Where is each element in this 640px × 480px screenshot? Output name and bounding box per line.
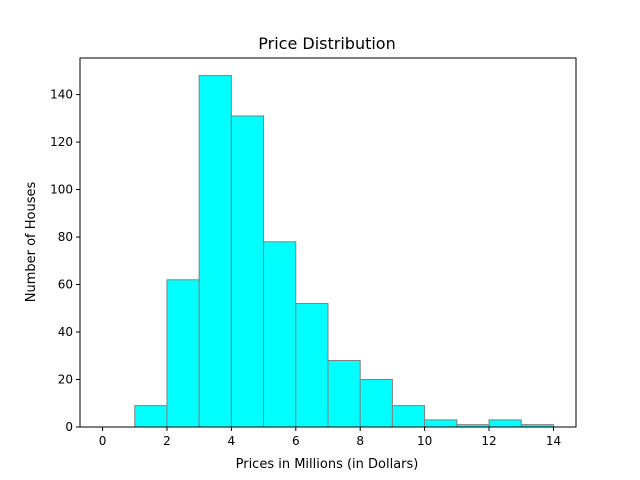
y-axis-ticks: 0 20 40 60 80 100 120 140 [50,88,80,434]
plot-frame [79,57,577,428]
x-tick-label: 4 [228,434,236,448]
histogram-bar-5 [263,241,297,428]
histogram-bar-8 [359,379,393,428]
x-tick-label: 8 [356,434,364,448]
y-tick-label: 0 [65,420,73,434]
x-axis-ticks: 0 2 4 6 8 10 12 14 [99,427,561,448]
histogram-bar-6 [295,303,329,428]
x-tick-label: 14 [546,434,561,448]
x-tick-label: 2 [163,434,171,448]
y-tick-label: 80 [58,230,73,244]
histogram-bar-2 [166,279,200,428]
histogram-bar-3 [198,75,232,428]
x-tick-label: 6 [292,434,300,448]
y-tick-label: 40 [58,325,73,339]
chart-title: Price Distribution [258,34,395,53]
bars-group [134,75,554,428]
y-tick-label: 140 [50,88,73,102]
histogram-bar-7 [327,360,361,428]
histogram-bar-10 [424,419,458,428]
histogram-bar-4 [230,115,265,428]
y-tick-label: 20 [58,373,73,387]
y-tick-label: 120 [50,135,73,149]
x-tick-label: 0 [99,434,107,448]
histogram-bar-9 [391,405,426,428]
histogram-bar-12 [488,419,522,428]
y-tick-label: 100 [50,183,73,197]
y-axis-label: Number of Houses [24,182,39,303]
x-tick-label: 10 [417,434,432,448]
x-tick-label: 12 [481,434,496,448]
y-tick-label: 60 [58,278,73,292]
x-axis-label: Prices in Millions (in Dollars) [236,457,419,472]
histogram-bar-1 [134,405,168,428]
